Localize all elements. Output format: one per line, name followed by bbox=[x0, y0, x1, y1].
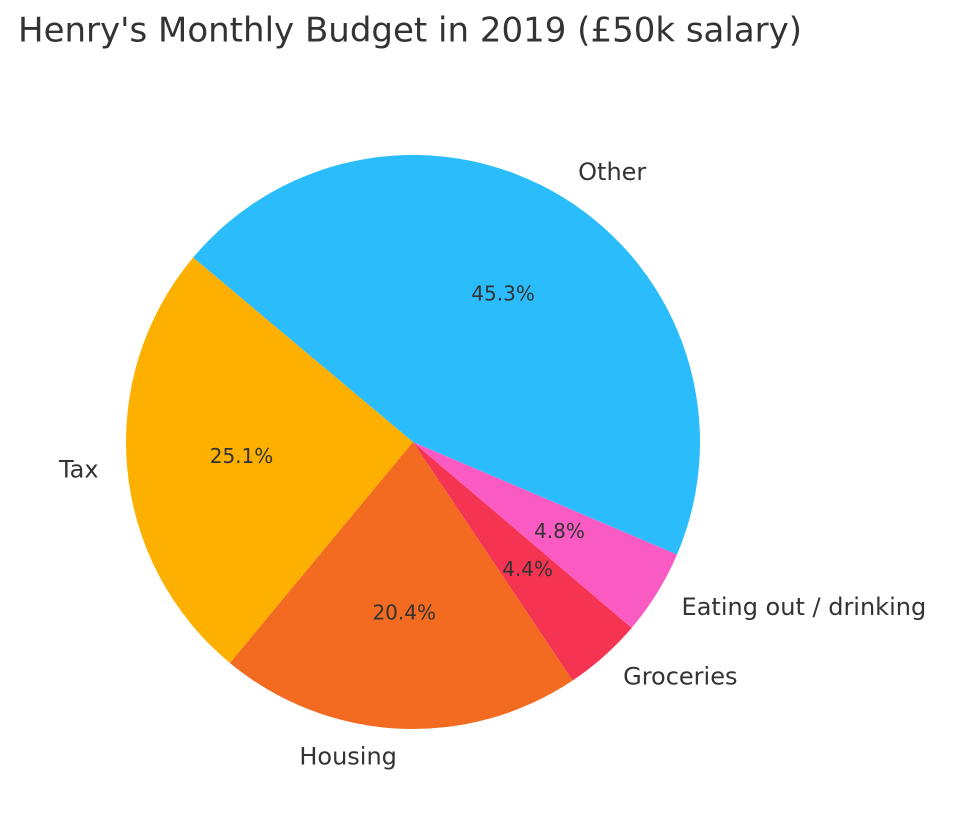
value-label: 4.8% bbox=[534, 519, 585, 543]
value-label: 45.3% bbox=[471, 282, 535, 306]
value-label: 20.4% bbox=[372, 600, 436, 624]
chart-title: Henry's Monthly Budget in 2019 (£50k sal… bbox=[18, 11, 802, 51]
pie-slice bbox=[125, 257, 414, 664]
pie-slice bbox=[229, 442, 573, 729]
value-label: 25.1% bbox=[210, 444, 274, 468]
pie-slice bbox=[413, 442, 632, 681]
slice-label: Other bbox=[578, 158, 646, 186]
slice-label: Tax bbox=[58, 456, 99, 484]
slice-label: Housing bbox=[299, 742, 397, 770]
slice-label: Eating out / drinking bbox=[682, 593, 927, 621]
pie-slice bbox=[193, 155, 700, 555]
pie-slice bbox=[413, 442, 678, 628]
value-label: 4.4% bbox=[502, 557, 553, 581]
slice-label: Groceries bbox=[623, 663, 737, 691]
